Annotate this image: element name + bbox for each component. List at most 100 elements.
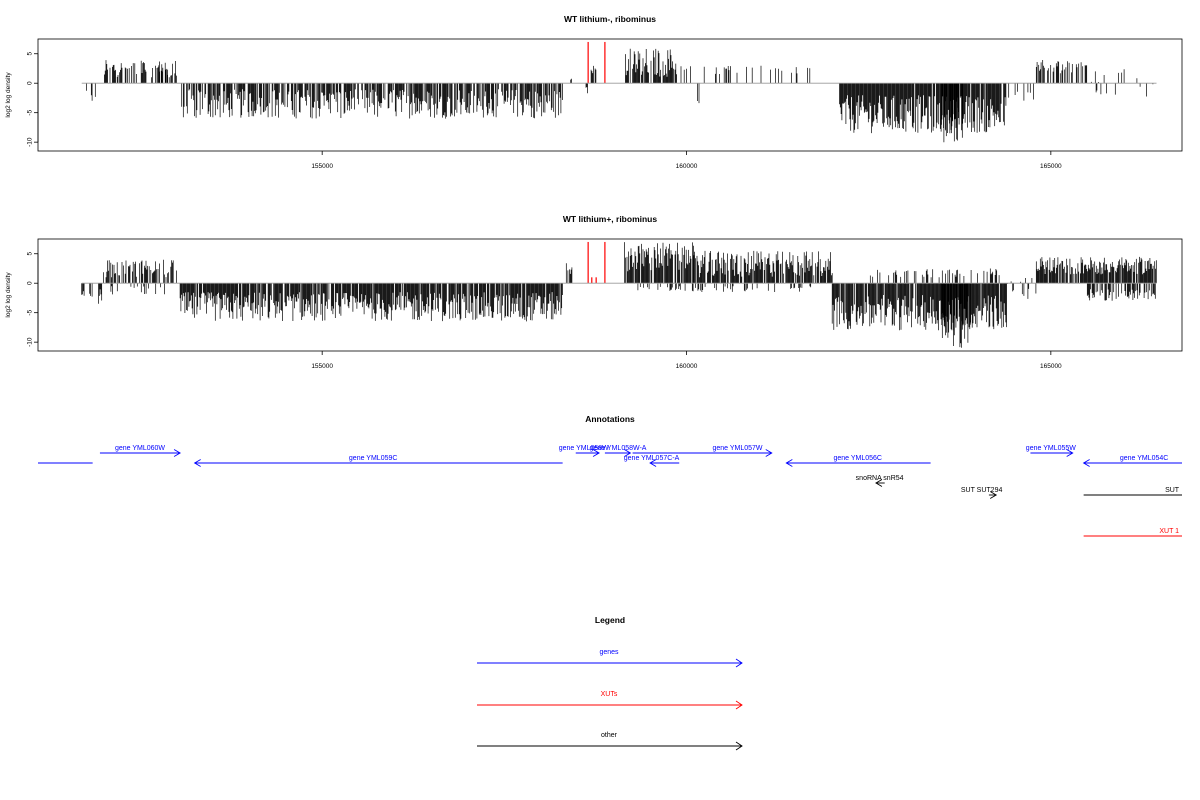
legend-arrowhead — [735, 700, 743, 710]
density-bar-group — [181, 83, 563, 119]
feature-gene: gene YML057C-A — [624, 455, 680, 467]
strand-arrowhead — [649, 459, 657, 467]
density-bar-group — [693, 250, 833, 284]
legend-title: Legend — [595, 615, 625, 625]
feature-label: SUT — [1165, 487, 1180, 494]
y-tick-label: -10 — [27, 137, 34, 147]
feature-gene: gene YML058W-A — [590, 445, 647, 457]
feature-gene: gene YML060W — [99, 445, 181, 457]
strand-arrowhead — [1066, 449, 1074, 457]
feature-gene: gene YML054C — [1082, 455, 1182, 467]
density-bar-group — [565, 263, 573, 284]
density-bar-group — [81, 283, 103, 304]
density-bar-group — [624, 242, 694, 284]
highlight-bars — [587, 241, 606, 284]
feature-xut: XUT 1 — [1083, 528, 1182, 537]
plot-frame — [37, 238, 1183, 352]
feature-gene: gene YML058W — [559, 445, 609, 457]
strand-arrowhead — [173, 449, 181, 457]
strand-arrowhead — [785, 459, 793, 467]
y-tick-label: 5 — [27, 52, 34, 56]
density-bar-group — [585, 83, 588, 94]
density-bar-group — [1006, 278, 1037, 299]
legend-item: other — [477, 732, 743, 751]
density-bar-group — [637, 283, 812, 292]
legend-item: XUTs — [477, 691, 743, 710]
feature-label: gene YML057C-A — [624, 455, 680, 462]
legend-arrowhead — [735, 741, 743, 751]
y-axis-label: log2 log density — [5, 272, 12, 318]
density-bar-group — [680, 65, 811, 84]
y-tick-label: 0 — [27, 281, 34, 285]
highlight-bars — [587, 41, 606, 84]
strand-arrowhead — [765, 449, 773, 457]
density-bar-group — [156, 61, 168, 84]
feature-label: gene YML054C — [1120, 455, 1169, 462]
legend: Legend genes XUTs other — [477, 615, 743, 751]
density-bar-group — [1035, 60, 1088, 84]
annotations-title: Annotations — [585, 414, 635, 424]
feature-gene: gene YML059C — [193, 455, 563, 467]
feature-other: snoRNA snR54 — [856, 475, 904, 487]
density-bar-group — [625, 48, 677, 84]
strand-arrowhead — [592, 449, 600, 457]
density-bar-group — [1008, 83, 1034, 101]
x-axis: 155000 160000 165000 — [311, 351, 1062, 370]
x-tick-label: 165000 — [1040, 163, 1062, 170]
density-bar-group — [839, 83, 1007, 134]
panel-title: WT lithium-, ribominus — [564, 14, 656, 24]
strand-arrowhead — [989, 491, 998, 499]
x-tick-label: 160000 — [676, 363, 698, 370]
feature-other: SUT SUT294 — [961, 487, 1002, 499]
density-bar-group — [831, 283, 1007, 331]
feature-label: XUT 1 — [1159, 528, 1179, 535]
density-bar-group — [110, 283, 165, 295]
y-tick-label: 5 — [27, 252, 34, 256]
y-axis-label: log2 log density — [5, 72, 12, 118]
feature-gene: gene YML055W — [1026, 445, 1076, 457]
density-bar-group — [179, 283, 563, 322]
feature-label: gene YML056C — [833, 455, 882, 462]
y-tick-label: -5 — [27, 109, 34, 115]
density-bar-group — [570, 78, 572, 84]
feature-label: gene YML059C — [349, 455, 398, 462]
feature-label: gene YML060W — [115, 445, 165, 452]
y-axis: 5 0 -5 -10 — [27, 252, 39, 347]
y-axis: 5 0 -5 -10 — [27, 52, 39, 147]
legend-label: other — [601, 732, 618, 739]
x-axis: 155000 160000 165000 — [311, 151, 1062, 170]
legend-arrowhead — [735, 658, 743, 668]
density-bar-group — [86, 83, 96, 101]
x-tick-label: 155000 — [311, 363, 333, 370]
track-panel-lithium-minus: WT lithium-, ribominus log2 log density … — [5, 14, 1183, 170]
density-bar-group — [590, 65, 597, 84]
density-bar-group — [1090, 69, 1154, 97]
x-tick-label: 160000 — [676, 163, 698, 170]
feature-label: gene YML058W — [559, 445, 609, 452]
density-bars — [86, 48, 1154, 143]
density-bar-group — [1086, 283, 1156, 301]
density-bar-group — [869, 268, 1000, 284]
feature-other: SUT — [1083, 487, 1182, 496]
legend-item: genes — [477, 649, 743, 668]
density-bar-group — [103, 259, 177, 284]
strand-arrowhead — [624, 449, 632, 457]
panel-title: WT lithium+, ribominus — [563, 214, 657, 224]
feature-label: gene YML058W-A — [590, 445, 647, 452]
annotations-panel: Annotations gene YML060W gene YML059C gene… — [38, 414, 1182, 537]
density-bar-group — [1035, 256, 1157, 284]
feature-label: gene YML057W — [712, 445, 762, 452]
y-tick-label: -10 — [27, 337, 34, 347]
feature-label: gene YML055W — [1026, 445, 1076, 452]
strand-arrowhead — [875, 479, 883, 487]
strand-arrowhead — [193, 459, 201, 467]
legend-items: genes XUTs other — [477, 649, 743, 751]
y-tick-label: 0 — [27, 81, 34, 85]
x-tick-label: 165000 — [1040, 363, 1062, 370]
density-bar-group — [941, 283, 971, 348]
legend-label: genes — [599, 649, 619, 656]
x-tick-label: 155000 — [311, 163, 333, 170]
track-panel-lithium-plus: WT lithium+, ribominus log2 log density … — [5, 214, 1183, 370]
density-bar-group — [697, 83, 700, 104]
